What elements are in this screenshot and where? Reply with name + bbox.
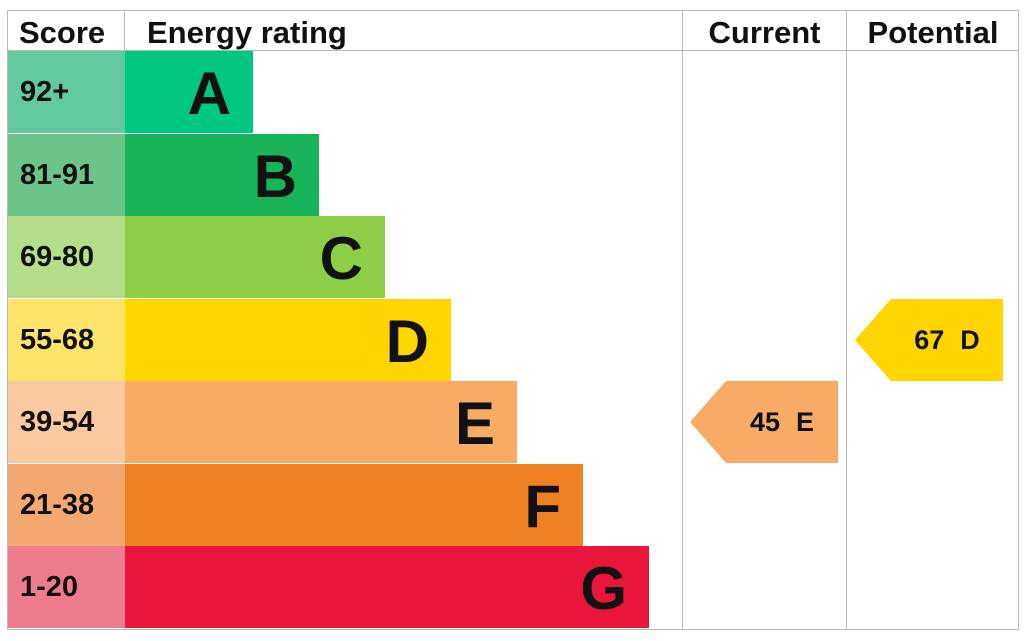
rating-letter-e: E (454, 390, 495, 457)
rating-letter-a: A (187, 60, 231, 127)
rating-bar-g: G (125, 546, 649, 628)
potential-rating-letter: D (960, 325, 980, 355)
energy-rating-header: Energy rating (147, 15, 347, 50)
rating-letter-d: D (385, 308, 429, 375)
potential-score-value: 67 (914, 325, 945, 355)
current-header: Current (708, 15, 821, 50)
potential-arrow-fill (855, 299, 1003, 381)
score-range-f: 21-38 (8, 464, 125, 546)
current-arrow-shape (690, 381, 838, 463)
rating-bar-d: D (125, 299, 451, 381)
rating-letter-b: B (253, 143, 297, 210)
score-header: Score (19, 15, 106, 50)
potential-header: Potential (867, 15, 999, 50)
score-range-d: 55-68 (8, 299, 125, 381)
rating-bar-c: C (125, 216, 385, 298)
rating-bar-f: F (125, 464, 583, 546)
energy-rating-chart (7, 10, 1019, 630)
potential-rating-arrow: 67 D (855, 299, 1003, 381)
potential-arrow-shape (855, 299, 1003, 381)
current-score-value: 45 (749, 407, 781, 437)
potential-column-divider (846, 10, 847, 630)
rating-bar-b: B (125, 134, 319, 216)
score-range-e: 39-54 (8, 381, 125, 463)
score-range-c: 69-80 (8, 216, 125, 298)
rating-letter-g: G (580, 555, 627, 622)
current-column-divider (682, 10, 683, 630)
header-divider (7, 50, 1019, 51)
rating-letter-f: F (524, 473, 561, 540)
rating-bar-a: A (125, 51, 253, 133)
current-rating-letter: E (796, 407, 815, 437)
score-range-b: 81-91 (8, 134, 125, 216)
score-range-a: 92+ (8, 51, 125, 133)
current-rating-arrow: 45 E (690, 381, 838, 463)
rating-letter-c: C (319, 225, 363, 292)
rating-bar-e: E (125, 381, 517, 463)
score-range-g: 1-20 (8, 546, 125, 628)
current-arrow-fill (690, 381, 838, 463)
